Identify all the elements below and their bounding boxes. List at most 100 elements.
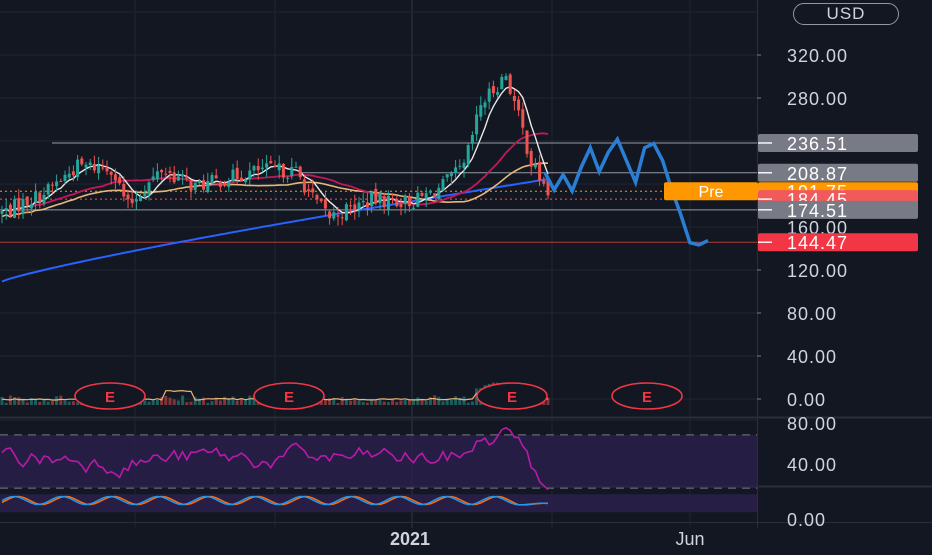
volume-bar: [412, 399, 416, 405]
currency-button[interactable]: USD: [793, 3, 899, 25]
earnings-marker[interactable]: E: [74, 382, 146, 410]
candle-body: [319, 198, 323, 202]
candle-body: [105, 168, 109, 172]
candle-body: [71, 171, 75, 176]
volume-bar: [365, 402, 369, 405]
volume-bar: [353, 398, 357, 405]
candle-body: [428, 190, 432, 193]
candle-body: [386, 195, 390, 210]
candle-body: [332, 212, 336, 219]
earnings-marker[interactable]: E: [611, 382, 683, 410]
stoch-k-line: [1, 495, 549, 506]
candle-body: [449, 172, 453, 177]
earnings-marker-label: E: [642, 389, 652, 406]
volume-bar: [361, 401, 365, 405]
volume-bar: [71, 401, 75, 405]
price-tick-label: 80.00: [787, 304, 837, 324]
candle-body: [227, 182, 231, 187]
candle-body: [395, 198, 399, 207]
candle-body: [302, 179, 306, 193]
volume-bar: [462, 396, 466, 405]
candles: [0, 72, 550, 226]
volume-bar: [223, 396, 227, 405]
candle-body: [454, 167, 458, 174]
candle-body: [206, 181, 210, 193]
volume-bar: [416, 397, 420, 405]
price-tick-label: 40.00: [787, 347, 837, 367]
earnings-marker[interactable]: E: [476, 382, 548, 410]
rsi-band-fill: [0, 434, 757, 489]
volume-bar: [172, 399, 176, 405]
volume-bar: [470, 401, 474, 405]
candle-body: [286, 177, 290, 179]
sma-20-line: [1, 132, 549, 213]
volume-bar: [399, 400, 403, 405]
volume-bar: [4, 402, 8, 405]
volume-bar: [466, 402, 470, 405]
candle-body: [231, 169, 235, 182]
sma-50-line: [1, 162, 549, 218]
volume-bar: [344, 399, 348, 405]
candle-body: [525, 130, 529, 154]
volume-bar: [193, 396, 197, 405]
price-label-box: [758, 163, 918, 182]
volume-bar: [147, 401, 151, 405]
volume-bar: [323, 399, 327, 405]
candle-body: [168, 170, 172, 173]
candle-body: [223, 183, 227, 186]
price-label-208-87: 208.87: [758, 163, 918, 184]
candle-body: [311, 188, 315, 193]
candle-body: [164, 173, 168, 175]
earnings-marker-ring: [476, 382, 548, 410]
volume-bar: [441, 401, 445, 405]
candle-body: [139, 197, 143, 201]
sma-200-line: [1, 178, 549, 283]
candle-body: [50, 184, 54, 186]
volume-bar: [21, 399, 25, 405]
price-tick-label: 280.00: [787, 89, 848, 109]
candle-body: [281, 164, 285, 178]
volume-bar: [395, 401, 399, 405]
volume-bar: [34, 399, 38, 405]
candle-body: [122, 183, 126, 197]
candle-body: [378, 193, 382, 204]
price-label-144-47: 144.47: [758, 233, 918, 253]
volume-bar: [382, 401, 386, 405]
volume-bar: [168, 397, 172, 405]
candle-body: [189, 180, 193, 191]
candle-body: [382, 196, 386, 208]
candle-body: [130, 198, 134, 204]
volume-bar: [50, 400, 54, 405]
volume-bar: [13, 397, 17, 405]
volume-bar: [407, 399, 411, 405]
volume-bar: [319, 400, 323, 405]
price-label-box: [758, 200, 918, 219]
candle-body: [193, 182, 197, 191]
candle-body: [458, 165, 462, 167]
candle-body: [210, 174, 214, 184]
rsi-line: [1, 426, 549, 491]
volume-bar: [391, 399, 395, 405]
volume-bar: [143, 400, 147, 405]
candle-body: [244, 179, 248, 183]
candle-body: [63, 174, 67, 181]
price-label-box: [758, 233, 918, 252]
price-label-box: [758, 133, 918, 152]
earnings-marker-label: E: [507, 389, 517, 406]
candle-body: [151, 176, 155, 180]
volume-bar: [67, 401, 71, 405]
candle-body: [197, 180, 201, 184]
candle-body: [252, 166, 256, 171]
premarket-tag-box: [664, 182, 758, 201]
candle-body: [298, 166, 302, 178]
earnings-marker[interactable]: E: [253, 382, 325, 410]
candle-body: [59, 181, 63, 183]
candle-body: [391, 197, 395, 200]
volume-bar: [0, 396, 4, 405]
volume-bar: [252, 396, 256, 405]
candle-body: [365, 202, 369, 208]
volume-bar: [445, 398, 449, 405]
candle-body: [25, 196, 29, 206]
